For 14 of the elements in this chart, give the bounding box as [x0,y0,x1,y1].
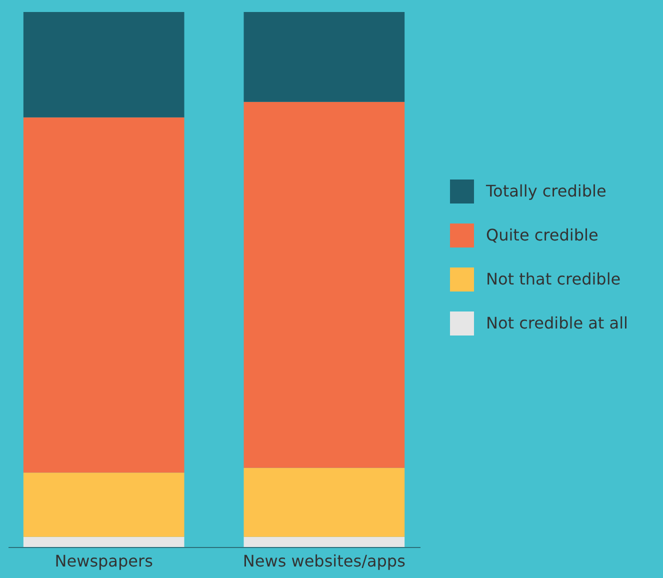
bar [23,12,184,118]
bar [244,468,405,537]
bar [244,102,405,468]
x-tick-label: Newspapers [54,552,153,570]
bar [244,536,405,547]
legend-label: Not credible at all [486,314,628,332]
legend-label: Totally credible [485,182,606,200]
legend-label: Not that credible [486,270,621,288]
legend-label: Quite credible [486,226,598,244]
x-tick-label: News websites/apps [242,552,406,570]
bar [23,472,184,537]
bar [23,536,184,547]
bar [244,12,405,102]
bar [23,117,184,473]
